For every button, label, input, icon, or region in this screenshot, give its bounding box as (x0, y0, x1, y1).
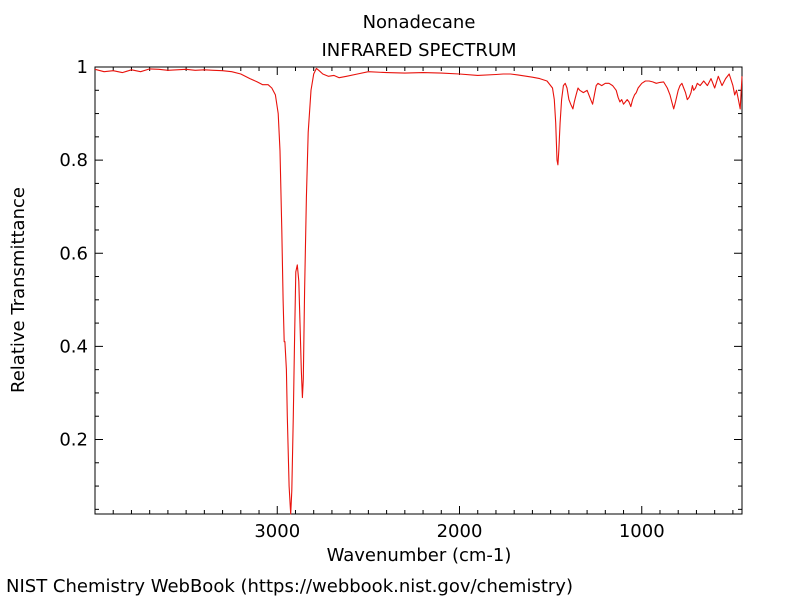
y-tick-label: 0.2 (59, 430, 88, 451)
x-axis-label: Wavenumber (cm-1) (327, 545, 512, 566)
axis-ticks (95, 66, 742, 514)
x-tick-label: 2000 (437, 521, 483, 542)
y-tick-label: 0.8 (59, 150, 88, 171)
x-tick-label: 1000 (619, 521, 665, 542)
y-tick-label: 0.4 (59, 336, 88, 357)
y-axis-label: Relative Transmittance (8, 187, 29, 393)
chart-title: Nonadecane (363, 12, 476, 33)
plot-frame (94, 66, 743, 515)
chart-subtitle: INFRARED SPECTRUM (321, 40, 516, 61)
source-credit: NIST Chemistry WebBook (https://webbook.… (6, 576, 573, 597)
axis-tick-labels: 3000 2000 1000 0.2 0.4 0.6 0.8 1 (59, 57, 664, 542)
y-tick-label: 0.6 (59, 243, 88, 264)
spectrum-line (94, 67, 743, 515)
y-tick-label: 1 (77, 57, 88, 78)
x-tick-label: 3000 (254, 521, 300, 542)
